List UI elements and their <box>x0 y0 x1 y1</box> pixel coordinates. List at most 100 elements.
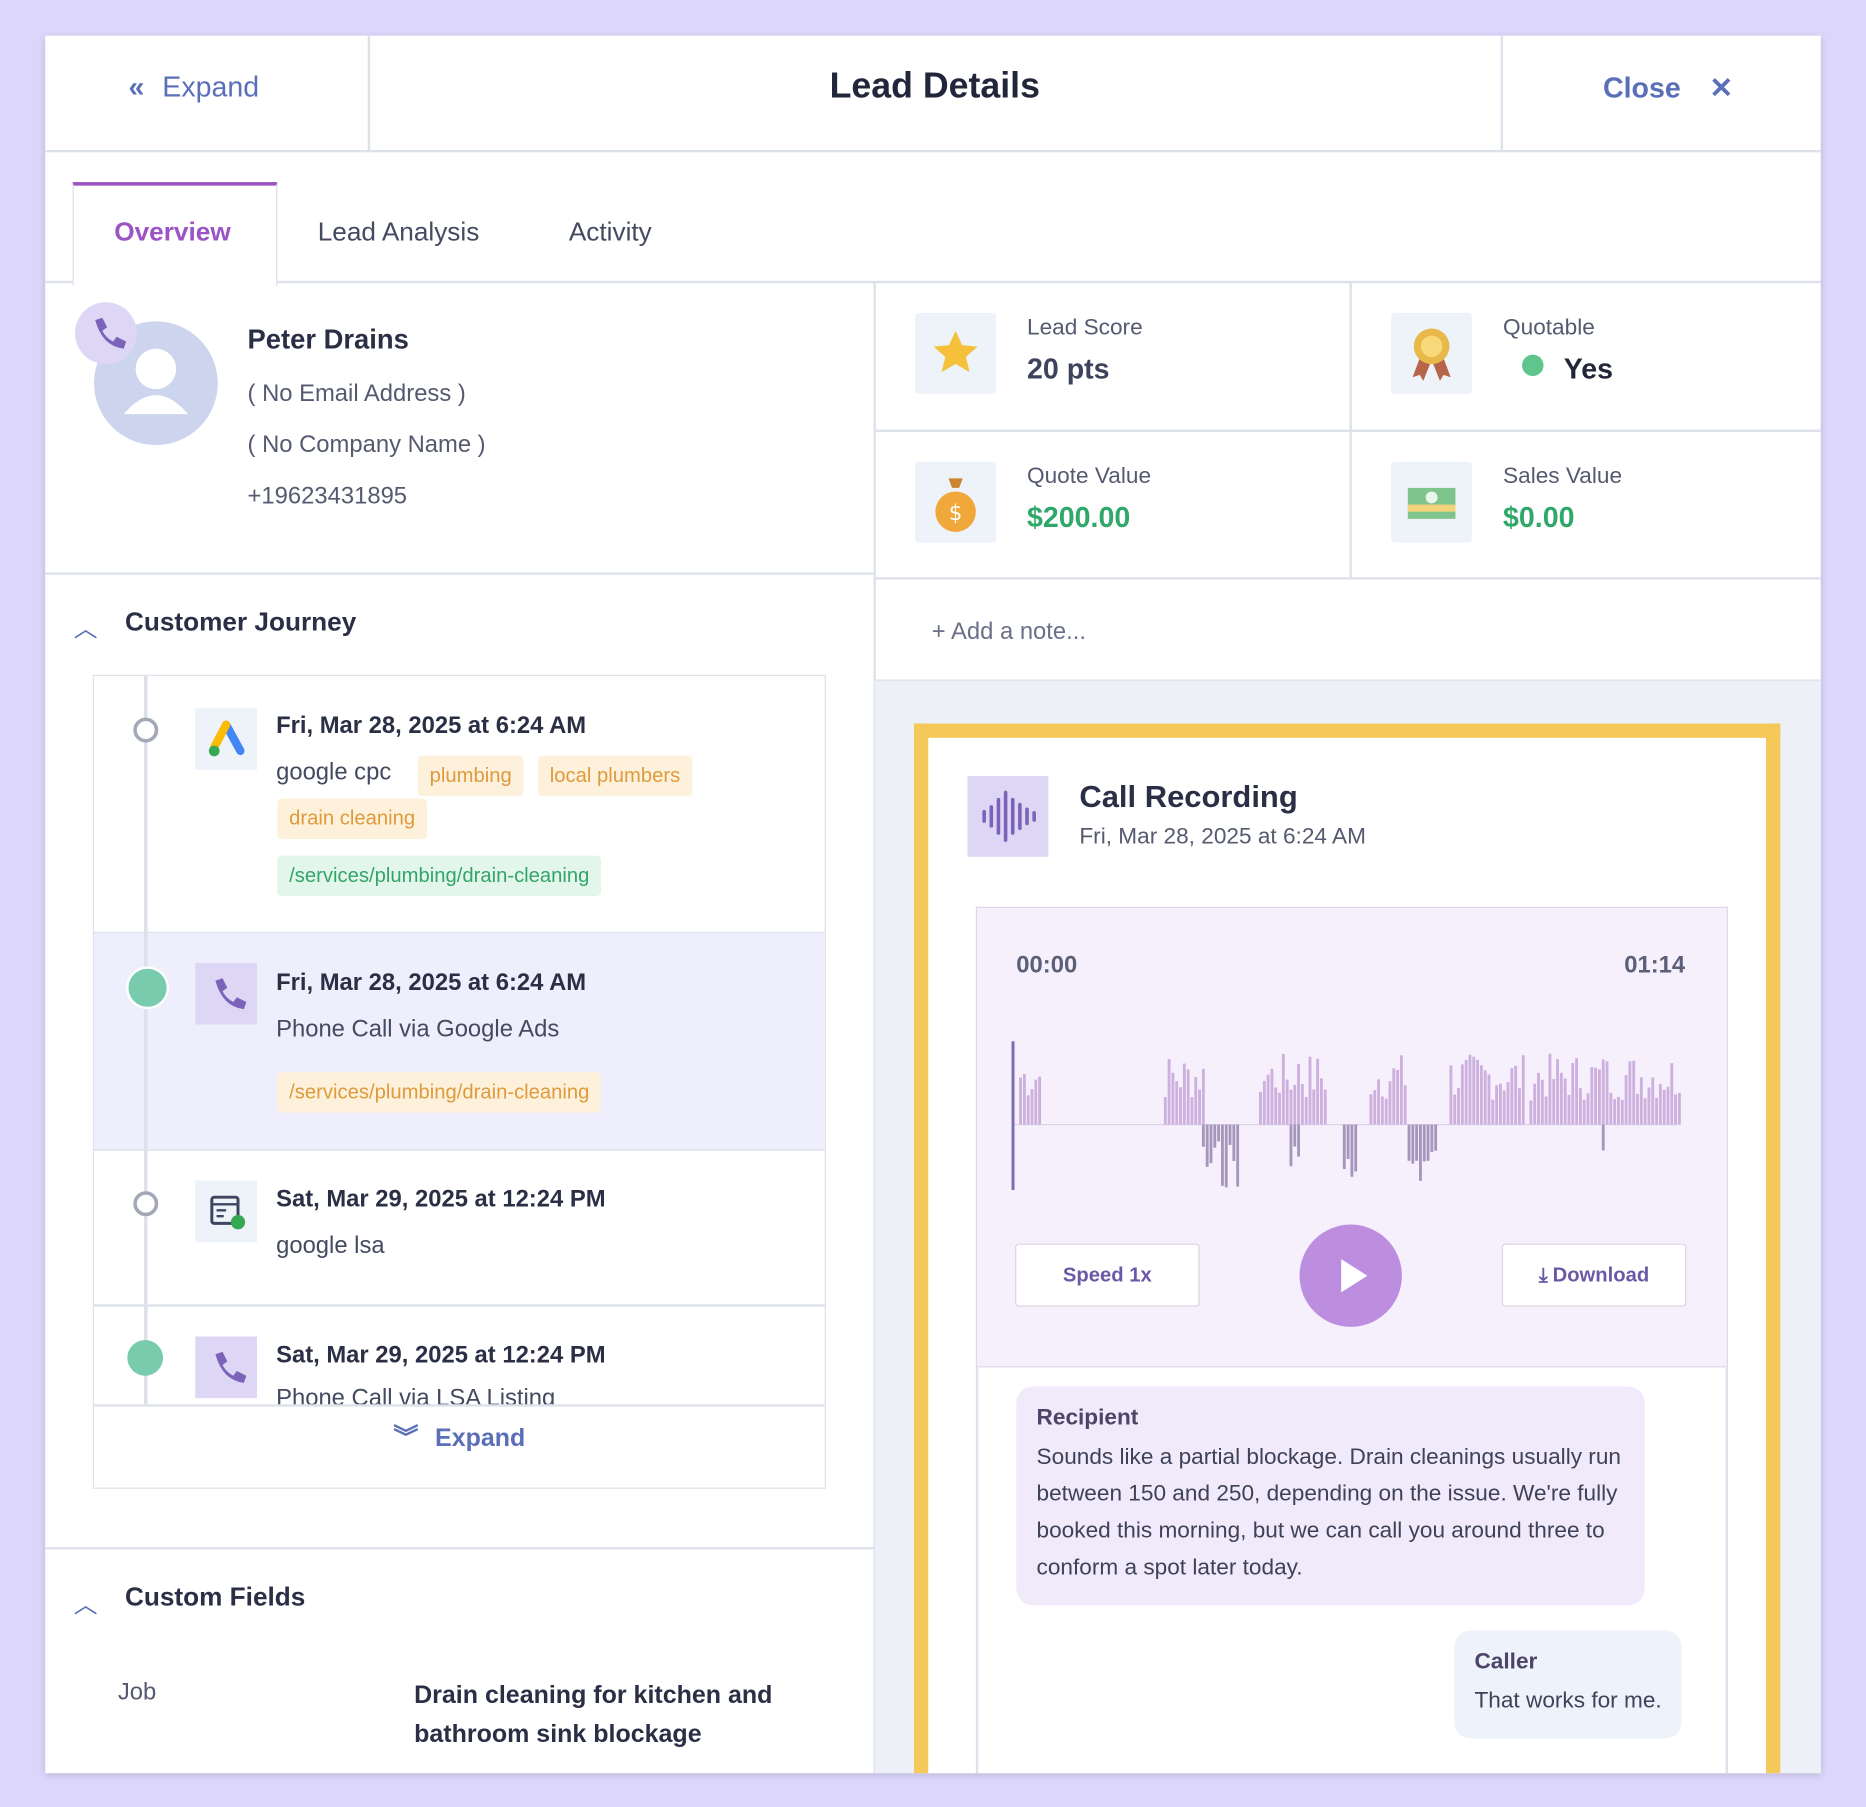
recording-date: Fri, Mar 28, 2025 at 6:24 AM <box>1079 824 1366 850</box>
wave-bar <box>1495 1085 1499 1125</box>
wave-bar <box>1575 1058 1579 1125</box>
wave-bar <box>1479 1065 1483 1125</box>
expand-label: Expand <box>162 71 260 104</box>
wave-bar <box>1590 1067 1594 1125</box>
wave-bar <box>1419 1124 1422 1181</box>
note-input[interactable]: + Add a note... <box>931 618 1086 646</box>
phone-icon <box>195 1336 258 1399</box>
active-tab[interactable] <box>72 182 278 286</box>
wave-bar <box>1624 1075 1628 1125</box>
wave-bar <box>1476 1059 1479 1125</box>
wave-bar <box>1201 1068 1205 1125</box>
wave-bar <box>1300 1084 1304 1125</box>
stat-value: $200.00 <box>1027 502 1131 535</box>
wave-bar <box>1403 1085 1407 1125</box>
wave-bar <box>1502 1090 1506 1125</box>
close-button[interactable]: Close ✕ <box>1602 72 1734 105</box>
wave-bar <box>1597 1069 1601 1125</box>
download-label: Download <box>1552 1263 1650 1287</box>
wave-bar <box>1655 1097 1658 1125</box>
award-icon <box>1412 328 1451 381</box>
wave-bar <box>1236 1124 1240 1187</box>
wave-bar <box>1297 1124 1301 1157</box>
wave-bar <box>1491 1099 1495 1125</box>
wave-bar <box>1213 1124 1217 1148</box>
journey-list: Fri, Mar 28, 2025 at 6:24 AM google cpc … <box>92 674 826 1489</box>
wave-bar <box>1518 1088 1521 1125</box>
wave-bar <box>1620 1099 1624 1125</box>
wave-bar <box>1529 1100 1533 1125</box>
event-date: Fri, Mar 28, 2025 at 6:24 AM <box>276 969 587 997</box>
tab[interactable]: Lead Analysis <box>317 216 480 247</box>
wave-bar <box>1228 1124 1232 1145</box>
wave-bar <box>1430 1124 1434 1153</box>
message-bubble: Caller That works for me. <box>1454 1630 1682 1739</box>
tab[interactable]: Activity <box>568 216 652 247</box>
collapse-toggle[interactable]: ︿ <box>73 1592 98 1619</box>
wave-bar <box>1677 1092 1681 1125</box>
wave-bar <box>1312 1089 1316 1125</box>
collapse-toggle[interactable]: ︿ <box>73 616 98 643</box>
wave-bar <box>1636 1093 1639 1125</box>
section-title: Custom Fields <box>124 1581 306 1612</box>
wave-bar <box>1407 1124 1411 1161</box>
waveform[interactable] <box>1011 1012 1690 1191</box>
wave-bar <box>1373 1090 1377 1125</box>
wave-bar <box>1354 1124 1358 1172</box>
time-start: 00:00 <box>1016 952 1078 979</box>
stat-label: Sales Value <box>1503 464 1623 490</box>
wave-bar <box>1270 1068 1274 1125</box>
wave-bar <box>1186 1069 1190 1125</box>
wave-bar <box>1666 1086 1670 1125</box>
wave-bar <box>1293 1124 1297 1147</box>
speed-button[interactable]: Speed 1x <box>1015 1243 1200 1307</box>
time-end: 01:14 <box>1624 952 1686 979</box>
wave-bar <box>1377 1079 1380 1125</box>
wave-bar <box>1350 1124 1354 1177</box>
wave-bar <box>1548 1053 1552 1125</box>
wave-bar <box>1316 1058 1320 1125</box>
wave-bar <box>1034 1079 1038 1125</box>
wave-bar <box>1643 1098 1647 1125</box>
listing-icon <box>195 1180 258 1243</box>
wave-bar <box>1674 1094 1678 1125</box>
wave-bar <box>1472 1056 1476 1125</box>
wave-bar <box>1232 1124 1236 1162</box>
tag: local plumbers <box>537 755 693 797</box>
wave-bar <box>1285 1079 1289 1125</box>
money-bag-icon: $ <box>935 478 976 532</box>
wave-bar <box>1179 1087 1182 1125</box>
play-button[interactable] <box>1298 1223 1403 1328</box>
wave-bar <box>1308 1056 1312 1125</box>
download-button[interactable]: ⤓ Download <box>1501 1243 1687 1307</box>
wave-bar <box>1498 1083 1502 1125</box>
wave-bar <box>1163 1097 1167 1125</box>
wave-bar <box>1609 1092 1613 1125</box>
wave-bar <box>1662 1089 1666 1125</box>
expand-button[interactable]: «Expand <box>128 71 260 104</box>
wave-bar <box>1468 1054 1472 1125</box>
expand-journey[interactable]: ︾ Expand <box>393 1424 526 1452</box>
message-text: That works for me. <box>1474 1688 1662 1714</box>
wave-bar <box>1449 1065 1453 1125</box>
wave-bar <box>1259 1091 1262 1125</box>
wave-bar <box>1559 1072 1563 1125</box>
wave-bar <box>1567 1094 1571 1125</box>
wave-bar <box>1030 1089 1034 1125</box>
message-bubble: Recipient Sounds like a partial blockage… <box>1016 1386 1645 1606</box>
wave-bar <box>1617 1096 1620 1125</box>
wave-bar <box>1198 1089 1201 1125</box>
stat-label: Quotable <box>1503 315 1595 341</box>
event-date: Sat, Mar 29, 2025 at 12:24 PM <box>276 1342 606 1369</box>
wave-bar <box>1506 1082 1510 1125</box>
tab[interactable]: Overview <box>114 216 231 247</box>
speaker: Caller <box>1474 1649 1538 1675</box>
wave-bar <box>1019 1077 1023 1125</box>
title: Lead Details <box>829 66 1040 106</box>
wave-bar <box>1026 1095 1030 1125</box>
wave-bar <box>1601 1059 1605 1125</box>
wave-bar <box>1434 1124 1438 1151</box>
wave-bar <box>1369 1094 1373 1125</box>
phone-icon <box>195 962 258 1025</box>
